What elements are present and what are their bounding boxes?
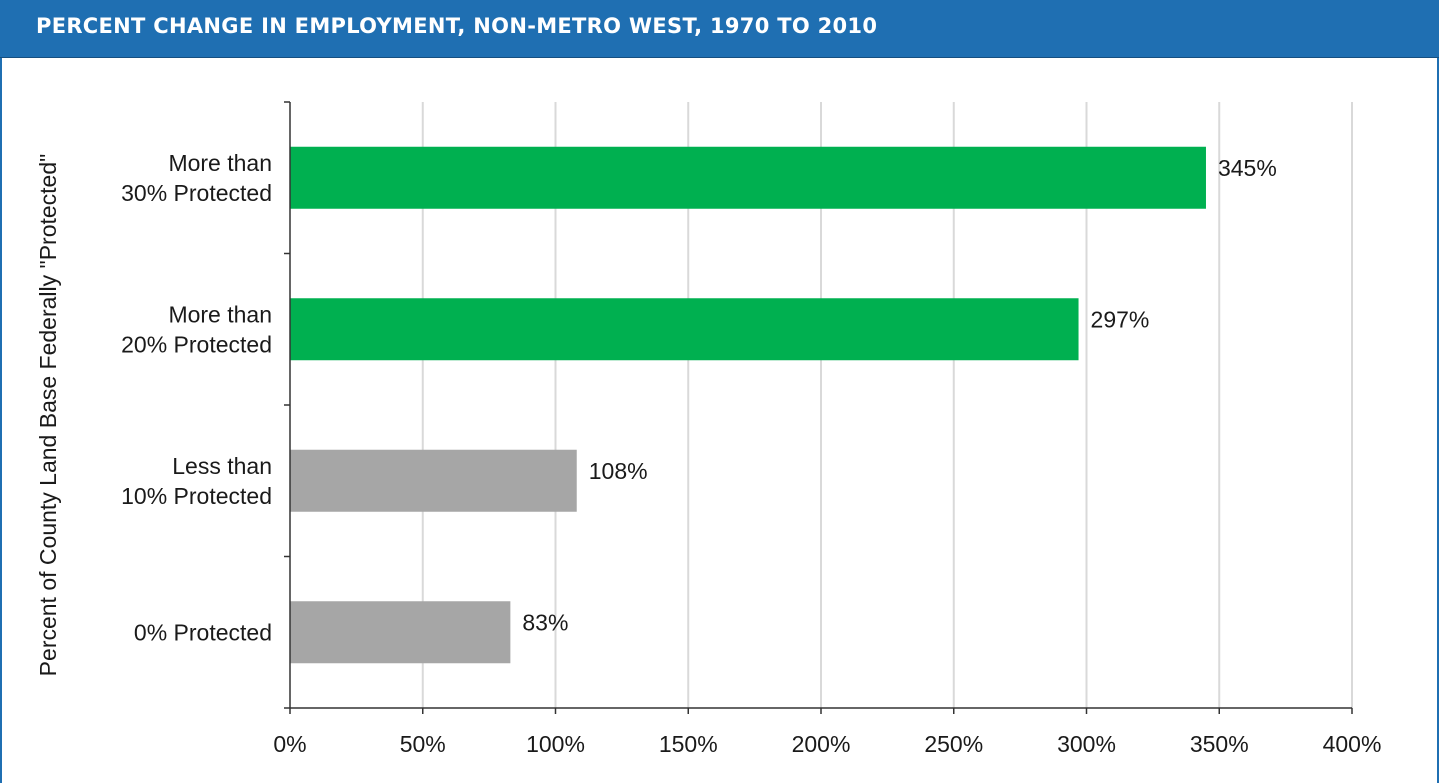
category-label: More than <box>168 150 272 176</box>
bars <box>290 146 1206 664</box>
title-bar: PERCENT CHANGE IN EMPLOYMENT, NON-METRO … <box>0 0 1439 58</box>
bar <box>290 146 1206 209</box>
category-label: 10% Protected <box>121 483 272 509</box>
value-label: 108% <box>589 458 648 484</box>
x-tick-label: 0% <box>273 731 306 757</box>
x-tick-label: 400% <box>1323 731 1382 757</box>
x-tick-label: 350% <box>1190 731 1249 757</box>
x-tick-label: 50% <box>400 731 446 757</box>
bar <box>290 601 511 664</box>
x-tick-label: 300% <box>1057 731 1116 757</box>
category-label: 0% Protected <box>134 619 272 645</box>
y-axis-title: Percent of County Land Base Federally "P… <box>35 154 61 677</box>
category-label: 20% Protected <box>121 331 272 357</box>
value-label: 297% <box>1091 306 1150 332</box>
bar <box>290 298 1079 361</box>
labels: 0% 50% 100% 150% 200% 250% 300% 350% 400% 345% Mor… <box>35 150 1381 757</box>
value-label: 345% <box>1218 155 1277 181</box>
x-tick-label: 150% <box>659 731 718 757</box>
x-tick-label: 100% <box>526 731 585 757</box>
axes <box>284 101 1353 714</box>
category-label: 30% Protected <box>121 180 272 206</box>
x-tick-label: 200% <box>792 731 851 757</box>
category-label: More than <box>168 301 272 327</box>
x-tick-label: 250% <box>924 731 983 757</box>
bar <box>290 449 577 512</box>
chart-title: PERCENT CHANGE IN EMPLOYMENT, NON-METRO … <box>36 14 878 38</box>
category-label: Less than <box>172 453 272 479</box>
bar-chart: 0% 50% 100% 150% 200% 250% 300% 350% 400% 345% Mor… <box>35 101 1381 757</box>
value-label: 83% <box>522 609 568 635</box>
